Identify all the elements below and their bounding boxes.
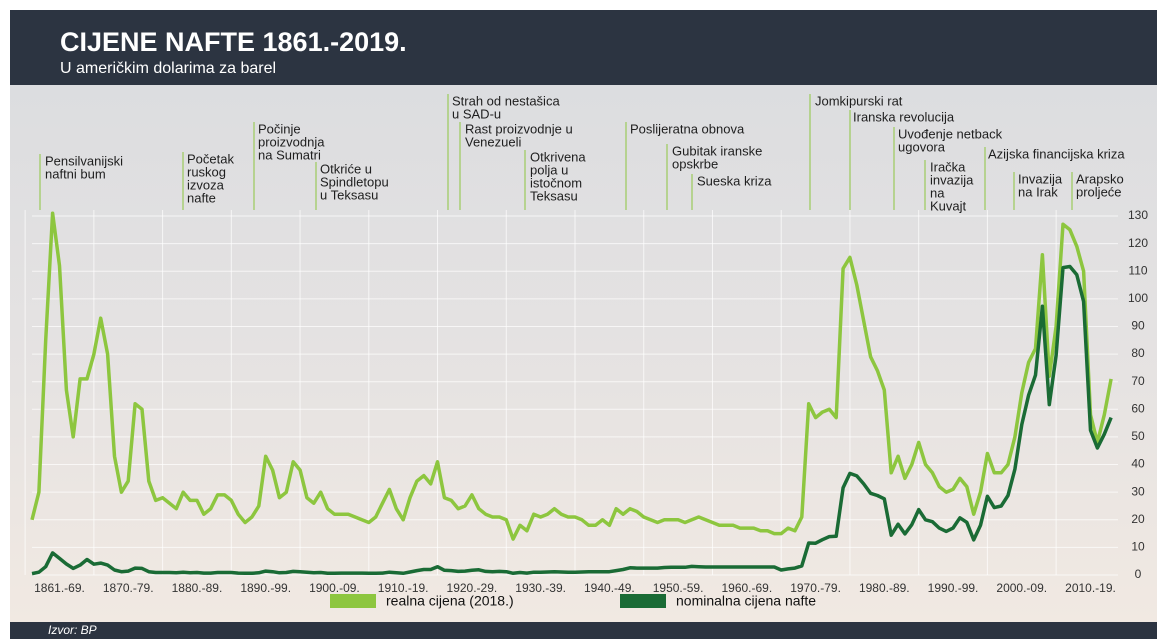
legend-label: nominalna cijena nafte: [676, 593, 816, 609]
y-tick-label: 10: [1131, 540, 1145, 554]
annotation: Teksasu: [530, 188, 578, 203]
annotation: Azijska financijska kriza: [988, 146, 1125, 161]
y-tick-label: 20: [1131, 512, 1145, 526]
x-tick-label: 1890.-99.: [240, 581, 291, 595]
x-tick-label: 1930.-39.: [515, 581, 566, 595]
chart: CIJENE NAFTE 1861.-2019. U američkim dol…: [0, 0, 1167, 639]
annotation: naftni bum: [45, 166, 106, 181]
legend-swatch: [620, 594, 666, 608]
chart-subtitle: U američkim dolarima za barel: [60, 60, 276, 77]
y-tick-label: 0: [1135, 567, 1142, 581]
annotation: ugovora: [898, 139, 946, 154]
y-tick-label: 80: [1131, 346, 1145, 360]
y-tick-label: 70: [1131, 374, 1145, 388]
annotation: u SAD-u: [452, 106, 501, 121]
legend-swatch: [330, 594, 376, 608]
source: Izvor: BP: [48, 623, 97, 637]
annotation: opskrbe: [672, 156, 718, 171]
annotation: Jomkipurski rat: [815, 93, 903, 108]
y-tick-label: 130: [1128, 208, 1148, 222]
y-tick-label: 100: [1128, 291, 1148, 305]
y-tick-label: 110: [1128, 263, 1147, 277]
annotation: u Teksasu: [320, 187, 378, 202]
y-tick-label: 120: [1128, 236, 1148, 250]
y-tick-label: 90: [1131, 319, 1145, 333]
x-tick-label: 1940.-49.: [584, 581, 635, 595]
annotation: Sueska kriza: [697, 173, 772, 188]
legend-label: realna cijena (2018.): [386, 593, 514, 609]
annotation: na Irak: [1018, 184, 1058, 199]
y-tick-label: 30: [1131, 484, 1145, 498]
x-tick-label: 2000.-09.: [996, 581, 1047, 595]
page: {"chart_data": {"type": "line", "title":…: [0, 0, 1167, 639]
x-tick-label: 2010.-19.: [1065, 581, 1116, 595]
annotation: Kuvajt: [930, 198, 967, 213]
annotation: Poslijeratna obnova: [630, 121, 745, 136]
annotation: nafte: [187, 190, 216, 205]
x-tick-label: 1980.-89.: [859, 581, 910, 595]
x-tick-label: 1880.-89.: [172, 581, 223, 595]
annotation: proljeće: [1076, 184, 1122, 199]
x-tick-label: 1900.-09.: [309, 581, 360, 595]
y-tick-label: 50: [1131, 429, 1145, 443]
x-tick-label: 1870.-79.: [103, 581, 154, 595]
annotation: Venezueli: [465, 134, 521, 149]
x-tick-label: 1861.-69.: [34, 581, 85, 595]
footer: [10, 622, 1157, 639]
chart-title: CIJENE NAFTE 1861.-2019.: [60, 27, 407, 57]
annotation: Iranska revolucija: [853, 109, 955, 124]
y-tick-label: 40: [1131, 457, 1145, 471]
y-tick-label: 60: [1131, 401, 1145, 415]
annotation: na Sumatri: [258, 147, 321, 162]
x-tick-label: 1990.-99.: [928, 581, 979, 595]
